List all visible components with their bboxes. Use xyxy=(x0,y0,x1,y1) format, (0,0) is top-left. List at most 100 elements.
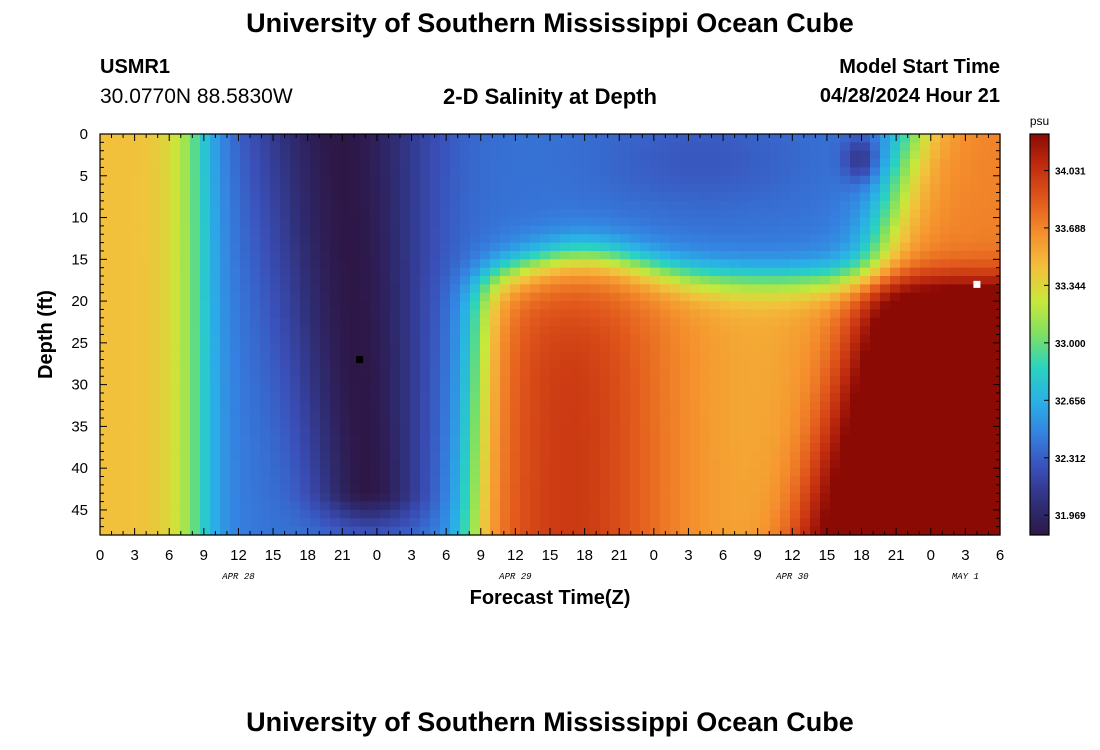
heat-cell xyxy=(840,259,851,269)
heat-cell xyxy=(310,409,321,419)
heat-cell xyxy=(240,150,251,160)
heat-cell xyxy=(260,376,271,386)
heat-cell xyxy=(990,276,1001,285)
heat-cell xyxy=(750,250,761,260)
heat-cell xyxy=(170,451,181,461)
heat-cell xyxy=(680,384,691,394)
heat-cell xyxy=(260,493,271,503)
heat-cell xyxy=(500,317,511,327)
heat-cell xyxy=(300,367,311,377)
heat-cell xyxy=(830,359,841,369)
heat-cell xyxy=(230,376,241,386)
extreme-markers xyxy=(356,280,981,364)
heat-cell xyxy=(900,326,911,336)
heat-cell xyxy=(660,317,671,327)
heat-cell xyxy=(330,443,341,453)
heat-cell xyxy=(170,359,181,369)
heat-cell xyxy=(130,518,141,528)
heat-cell xyxy=(330,434,341,444)
heat-cell xyxy=(180,192,191,202)
heat-cell xyxy=(150,367,161,377)
heat-cell xyxy=(320,200,331,210)
heat-cell xyxy=(180,259,191,269)
heat-cell xyxy=(820,301,831,311)
heat-cell xyxy=(220,250,231,260)
heat-cell xyxy=(280,267,291,277)
heat-cell xyxy=(980,326,991,336)
heat-cell xyxy=(580,351,591,361)
heat-cell xyxy=(100,426,111,436)
heat-cell xyxy=(820,159,831,169)
heat-cell xyxy=(790,443,801,453)
heat-cell xyxy=(780,367,791,377)
heat-cell xyxy=(390,384,401,394)
heat-cell xyxy=(410,192,421,202)
heat-cell xyxy=(940,242,951,252)
heat-cell xyxy=(950,317,961,327)
heat-cell xyxy=(550,359,561,369)
heat-cell xyxy=(950,292,961,302)
heat-cell xyxy=(490,200,501,210)
heat-cell xyxy=(290,384,301,394)
heat-cell xyxy=(190,384,201,394)
heat-cell xyxy=(770,225,781,235)
heat-cell xyxy=(800,134,811,143)
heat-cell xyxy=(700,493,711,503)
heat-cell xyxy=(200,259,211,269)
heat-cell xyxy=(300,150,311,160)
heat-cell xyxy=(190,367,201,377)
heat-cell xyxy=(530,367,541,377)
heat-cell xyxy=(850,175,861,185)
heat-cell xyxy=(470,392,481,402)
heat-cell xyxy=(770,209,781,219)
heat-cell xyxy=(660,209,671,219)
heat-cell xyxy=(460,142,471,152)
heat-cell xyxy=(600,426,611,436)
heat-cell xyxy=(990,493,1001,503)
heat-cell xyxy=(780,501,791,511)
heat-cell xyxy=(880,292,891,302)
heat-cell xyxy=(730,401,741,411)
heat-cell xyxy=(210,242,221,252)
heat-cell xyxy=(840,250,851,260)
heat-cell xyxy=(600,493,611,503)
heat-cell xyxy=(800,476,811,486)
heat-cell xyxy=(130,392,141,402)
heat-cell xyxy=(590,434,601,444)
heat-cell xyxy=(710,443,721,453)
heat-cell xyxy=(150,509,161,519)
heat-cell xyxy=(920,292,931,302)
heat-cell xyxy=(590,167,601,177)
heat-cell xyxy=(550,192,561,202)
heat-cell xyxy=(180,284,191,294)
heat-cell xyxy=(320,259,331,269)
heat-cell xyxy=(150,351,161,361)
heat-cell xyxy=(720,209,731,219)
heat-cell xyxy=(660,326,671,336)
heat-cell xyxy=(380,342,391,352)
heat-cell xyxy=(590,234,601,244)
x-tick-label: 12 xyxy=(784,547,801,564)
heat-cell xyxy=(290,134,301,143)
heat-cell xyxy=(900,426,911,436)
heat-cell xyxy=(210,376,221,386)
heat-cell xyxy=(390,200,401,210)
heat-cell xyxy=(330,493,341,503)
heat-cell xyxy=(880,317,891,327)
heat-cell xyxy=(690,259,701,269)
heat-cell xyxy=(380,468,391,478)
heat-cell xyxy=(250,426,261,436)
heat-cell xyxy=(830,317,841,327)
heat-cell xyxy=(750,284,761,294)
heat-cell xyxy=(590,376,601,386)
heat-cell xyxy=(740,334,751,344)
heat-cell xyxy=(940,301,951,311)
heat-cell xyxy=(990,225,1001,235)
heat-cell xyxy=(850,334,861,344)
heat-cell xyxy=(610,167,621,177)
heat-cell xyxy=(380,217,391,227)
heat-cell xyxy=(700,359,711,369)
heat-cell xyxy=(110,284,121,294)
heat-cell xyxy=(930,484,941,494)
heat-cell xyxy=(790,518,801,528)
